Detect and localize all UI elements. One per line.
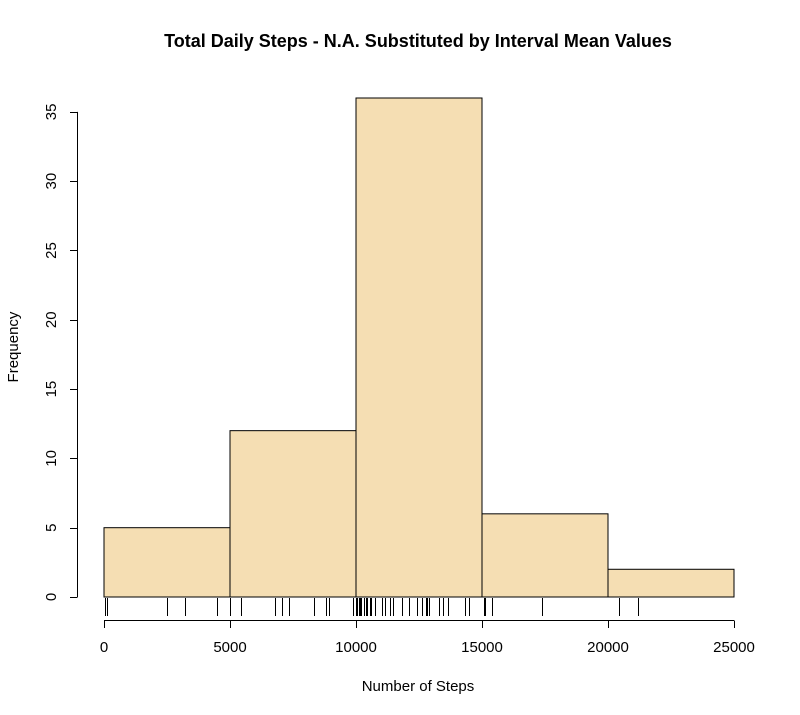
x-tick-label-5: 25000: [713, 639, 755, 656]
x-tick-label-4: 20000: [587, 639, 629, 656]
y-tick-label-7: 35: [43, 104, 60, 121]
bars-group: [103, 97, 735, 598]
y-tick-label-6: 30: [43, 173, 60, 190]
histogram-bar-2: [355, 97, 483, 598]
x-tick-label-1: 5000: [213, 639, 246, 656]
histogram-bar-4: [607, 568, 735, 598]
x-tick-label-0: 0: [100, 639, 108, 656]
histogram-bar-0: [103, 527, 231, 598]
x-tick-label-3: 15000: [461, 639, 503, 656]
x-axis: 0 5000 10000 15000 20000 25000: [100, 620, 755, 656]
y-axis: 0 5 10 15 20 25 30 35: [43, 104, 78, 601]
y-tick-label-2: 10: [43, 450, 60, 467]
histogram-bar-1: [229, 430, 357, 598]
y-tick-label-3: 15: [43, 381, 60, 398]
histogram-bar-3: [481, 513, 609, 598]
y-tick-label-1: 5: [43, 524, 60, 532]
rug-group: [105, 598, 639, 616]
y-axis-label: Frequency: [5, 311, 22, 382]
y-tick-label-4: 20: [43, 311, 60, 328]
chart-title: Total Daily Steps - N.A. Substituted by …: [164, 31, 672, 51]
x-tick-label-2: 10000: [335, 639, 377, 656]
y-tick-label-5: 25: [43, 242, 60, 259]
x-axis-label: Number of Steps: [362, 678, 475, 695]
y-tick-label-0: 0: [43, 593, 60, 601]
